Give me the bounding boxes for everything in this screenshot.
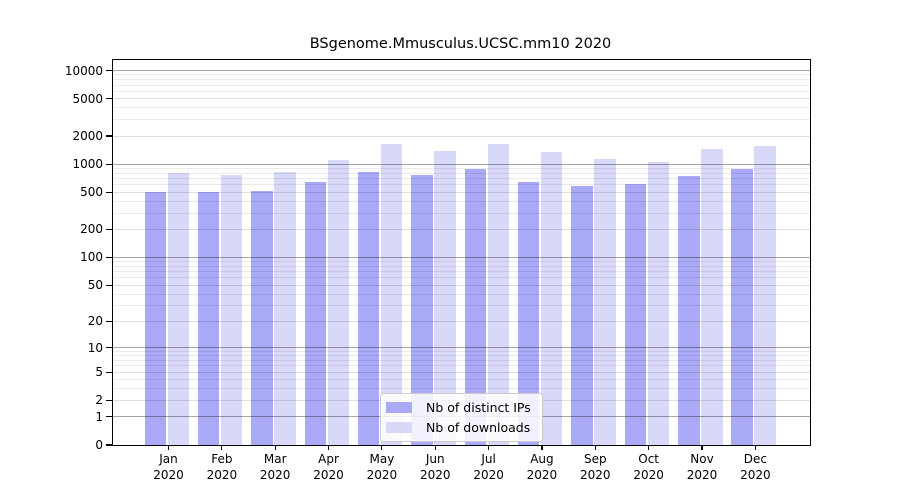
legend-label-downloads: Nb of downloads xyxy=(426,420,531,435)
y-tick-label: 500 xyxy=(80,185,103,200)
bar-distinct-ips-oct xyxy=(624,183,647,445)
bar-downloads-jan xyxy=(167,172,189,445)
bar-downloads-apr xyxy=(327,159,350,445)
legend-swatch-downloads xyxy=(386,422,412,433)
y-tick-label: 10000 xyxy=(64,63,103,78)
bars-layer xyxy=(113,60,810,445)
y-tick-label: 0 xyxy=(95,438,103,452)
bar-downloads-aug xyxy=(540,151,563,445)
y-tick-label: 5000 xyxy=(72,91,103,106)
x-tick-label-apr: Apr 2020 xyxy=(313,452,344,482)
bar-downloads-sep xyxy=(594,159,616,445)
x-tick-label-jul: Jul 2020 xyxy=(473,452,504,482)
x-tick-mark xyxy=(648,445,650,450)
x-tick-mark xyxy=(754,445,756,450)
x-tick-mark xyxy=(274,445,276,450)
bar-downloads-jul xyxy=(487,143,510,445)
y-tick-mark xyxy=(106,163,113,165)
x-tick-mark xyxy=(701,445,703,450)
bar-downloads-nov xyxy=(701,149,723,445)
x-tick-mark xyxy=(327,445,330,450)
y-tick-label: 2 xyxy=(95,393,103,408)
y-tick-mark xyxy=(106,371,113,373)
bar-distinct-ips-jan xyxy=(144,191,166,445)
bar-downloads-feb xyxy=(220,174,243,445)
bar-downloads-oct xyxy=(647,161,670,445)
chart-legend: Nb of distinct IPs Nb of downloads xyxy=(380,393,543,442)
legend-item-distinct-ips: Nb of distinct IPs xyxy=(386,400,531,415)
x-tick-label-mar: Mar 2020 xyxy=(259,452,291,482)
x-tick-label-aug: Aug 2020 xyxy=(526,452,558,482)
bar-downloads-dec xyxy=(754,145,776,445)
bar-distinct-ips-nov xyxy=(678,176,700,445)
x-tick-label-feb: Feb 2020 xyxy=(206,452,238,482)
bar-downloads-mar xyxy=(274,172,296,445)
y-tick-label: 50 xyxy=(87,278,103,293)
x-tick-label-sep: Sep 2020 xyxy=(580,452,611,482)
y-tick-label: 10 xyxy=(87,340,103,355)
bar-distinct-ips-dec xyxy=(731,168,753,445)
y-tick-label: 200 xyxy=(80,222,103,237)
bar-distinct-ips-feb xyxy=(197,192,220,445)
legend-label-distinct-ips: Nb of distinct IPs xyxy=(426,400,531,415)
y-tick-mark xyxy=(106,284,113,286)
x-tick-label-may: May 2020 xyxy=(366,452,398,482)
bar-distinct-ips-apr xyxy=(304,182,327,445)
y-tick-mark xyxy=(106,98,113,100)
y-tick-mark xyxy=(106,444,113,446)
y-tick-label: 20 xyxy=(87,314,103,329)
y-tick-label: 5 xyxy=(95,365,103,380)
bar-distinct-ips-jul xyxy=(464,169,487,445)
chart-title: BSgenome.Mmusculus.UCSC.mm10 2020 xyxy=(309,36,612,52)
x-tick-label-oct: Oct 2020 xyxy=(633,452,664,482)
x-tick-label-jun: Jun 2020 xyxy=(419,452,451,482)
y-tick-mark xyxy=(106,191,113,193)
x-tick-mark xyxy=(434,445,436,450)
bar-downloads-jun xyxy=(434,150,456,445)
y-tick-mark xyxy=(106,416,113,418)
y-tick-mark xyxy=(106,135,113,137)
x-tick-mark xyxy=(541,445,543,450)
y-tick-mark xyxy=(106,70,113,72)
x-tick-label-nov: Nov 2020 xyxy=(686,452,718,482)
x-tick-mark xyxy=(488,445,490,450)
x-tick-mark xyxy=(594,445,596,450)
legend-item-downloads: Nb of downloads xyxy=(386,420,531,435)
y-tick-mark xyxy=(106,399,113,401)
x-tick-mark xyxy=(221,445,223,450)
bar-distinct-ips-aug xyxy=(517,181,540,445)
x-tick-mark xyxy=(381,445,383,450)
y-tick-label: 2000 xyxy=(72,129,103,144)
bar-downloads-may xyxy=(380,144,403,445)
y-tick-mark xyxy=(106,256,113,259)
bar-distinct-ips-may xyxy=(357,171,380,445)
bar-distinct-ips-jun xyxy=(411,175,433,445)
legend-swatch-distinct-ips xyxy=(386,402,412,413)
y-tick-label: 1 xyxy=(95,409,103,424)
y-tick-mark xyxy=(106,346,113,349)
y-tick-mark xyxy=(106,228,113,231)
y-tick-label: 1000 xyxy=(72,157,103,172)
bar-distinct-ips-mar xyxy=(251,190,273,445)
x-tick-label-dec: Dec 2020 xyxy=(740,452,771,482)
y-tick-mark xyxy=(106,320,113,322)
x-tick-label-jan: Jan 2020 xyxy=(153,452,184,482)
bar-distinct-ips-sep xyxy=(571,185,593,445)
x-tick-mark xyxy=(167,445,170,450)
y-tick-label: 100 xyxy=(80,250,103,265)
